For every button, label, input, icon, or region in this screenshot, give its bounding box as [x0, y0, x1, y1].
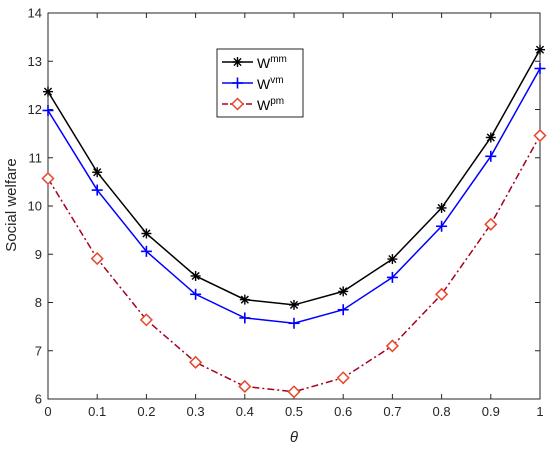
legend-label: Wpm: [257, 96, 284, 113]
data-point-pm: [287, 385, 301, 399]
legend-marker: [230, 97, 245, 111]
data-point-pm: [533, 128, 547, 143]
data-point-pm: [385, 339, 399, 353]
data-point-pm: [336, 371, 350, 385]
data-point-vm: [239, 312, 251, 324]
x-tick-label: 0.2: [137, 404, 155, 419]
series-layer: [41, 44, 547, 399]
x-tick-label: 0.3: [187, 404, 205, 419]
data-point-vm: [534, 62, 546, 74]
legend-marker: [232, 57, 243, 67]
x-tick-label: 0.6: [334, 404, 352, 419]
data-point-pm: [238, 379, 252, 394]
data-point-vm: [288, 317, 300, 329]
data-point-vm: [485, 150, 497, 162]
axis-ticks: 0 0.1 0.2 0.3 0.4 0.5 0.6 0.7 0.8 0.9 1 6 7 8 9 10 11 12 1…: [28, 6, 544, 420]
legend-label-superscript: mm: [270, 54, 287, 65]
y-tick-label: 10: [28, 199, 42, 214]
series-vm: [42, 62, 546, 329]
series-mm: [43, 44, 545, 310]
legend-entry-mm: Wmm: [222, 54, 287, 71]
legend-entry-vm: Wvm: [222, 75, 284, 92]
data-point-vm: [190, 288, 202, 300]
y-axis-label: Social welfare: [3, 158, 20, 251]
data-point-mm: [190, 270, 201, 281]
data-point-pm: [484, 217, 498, 231]
legend-label-base: W: [257, 55, 271, 71]
legend-label-superscript: pm: [270, 96, 284, 107]
data-point-mm: [289, 299, 299, 310]
legend-label-superscript: vm: [270, 75, 283, 86]
data-point-mm: [535, 44, 545, 55]
x-tick-label: 0.5: [285, 404, 303, 419]
legend-label: Wmm: [257, 54, 287, 71]
y-tick-label: 13: [28, 54, 42, 69]
y-tick-label: 8: [35, 295, 42, 310]
y-tick-label: 14: [28, 6, 42, 21]
data-point-pm: [41, 171, 55, 186]
x-tick-label: 0: [44, 404, 51, 419]
data-point-pm: [90, 252, 104, 266]
data-point-pm: [189, 355, 203, 369]
data-point-vm: [337, 304, 349, 316]
x-tick-label: 0.8: [433, 404, 451, 419]
x-tick-label: 0.7: [383, 404, 401, 419]
y-tick-label: 12: [28, 102, 42, 117]
y-tick-label: 9: [35, 247, 42, 262]
data-point-vm: [386, 271, 398, 283]
data-point-mm: [141, 228, 152, 239]
y-tick-label: 7: [35, 343, 42, 358]
legend-marker: [232, 77, 243, 89]
legend-label-base: W: [257, 76, 271, 92]
data-point-vm: [42, 104, 54, 116]
data-point-mm: [436, 202, 447, 213]
data-point-pm: [435, 287, 449, 301]
data-point-mm: [239, 294, 250, 305]
series-pm: [41, 128, 547, 399]
x-tick-label: 0.9: [482, 404, 500, 419]
y-tick-label: 11: [29, 150, 43, 165]
x-tick-label: 0.4: [236, 404, 254, 419]
data-point-vm: [140, 245, 152, 257]
y-tick-label: 6: [35, 392, 42, 407]
data-point-mm: [43, 86, 53, 97]
legend-entry-pm: Wpm: [222, 96, 284, 113]
legend-label: Wvm: [257, 75, 284, 92]
x-tick-label: 0.1: [88, 404, 106, 419]
data-point-mm: [387, 254, 398, 265]
data-point-mm: [485, 132, 496, 143]
data-point-pm: [139, 313, 153, 327]
x-tick-label: 1: [536, 404, 543, 419]
legend-label-base: W: [257, 97, 271, 113]
data-point-vm: [436, 220, 448, 232]
x-axis-label: θ: [290, 429, 298, 446]
data-point-vm: [91, 184, 103, 196]
data-point-mm: [92, 167, 103, 178]
data-point-mm: [338, 286, 349, 297]
